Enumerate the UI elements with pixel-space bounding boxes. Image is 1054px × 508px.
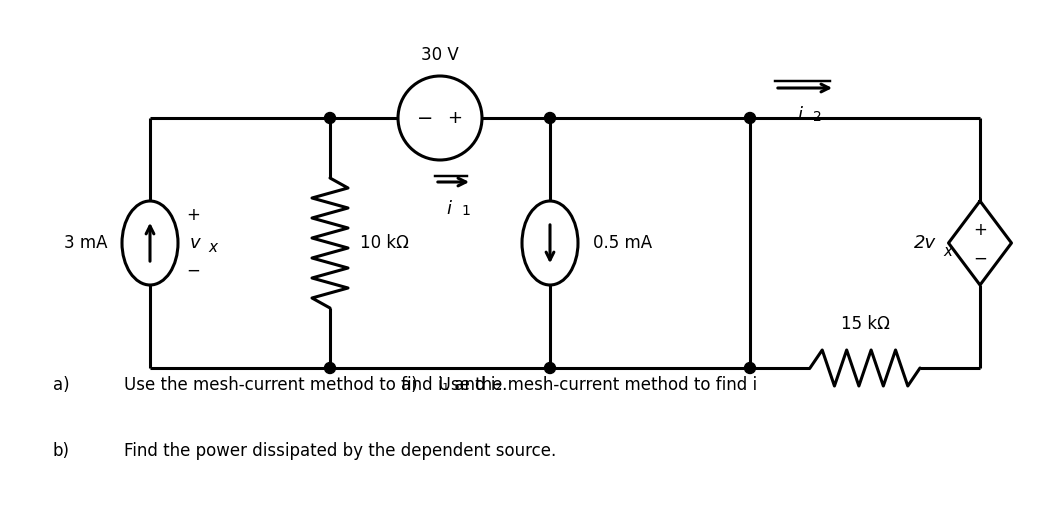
Text: +: +: [973, 220, 987, 239]
Circle shape: [545, 112, 555, 123]
Polygon shape: [949, 201, 1012, 285]
Text: b): b): [53, 442, 70, 460]
Text: Find the power dissipated by the dependent source.: Find the power dissipated by the depende…: [124, 442, 557, 460]
Text: a)    Use the mesh-current method to find i: a) Use the mesh-current method to find i: [401, 376, 757, 394]
Circle shape: [325, 112, 335, 123]
Text: +: +: [186, 206, 200, 224]
Text: 10 kΩ: 10 kΩ: [360, 234, 409, 252]
Text: −: −: [973, 250, 987, 268]
Text: x: x: [208, 240, 217, 256]
Text: a): a): [53, 376, 70, 394]
Text: +: +: [447, 109, 463, 127]
Ellipse shape: [522, 201, 578, 285]
Circle shape: [744, 363, 756, 373]
Circle shape: [398, 76, 482, 160]
Text: 0.5 mA: 0.5 mA: [593, 234, 652, 252]
Text: 1: 1: [461, 204, 470, 218]
Text: −: −: [186, 262, 200, 280]
Text: x: x: [943, 243, 953, 259]
Text: 3 mA: 3 mA: [63, 234, 108, 252]
Text: 30 V: 30 V: [422, 46, 458, 64]
Text: 2: 2: [813, 110, 821, 124]
Circle shape: [545, 363, 555, 373]
Text: i: i: [798, 106, 802, 124]
Text: Use the mesh-current method to find i₁ and i₂.: Use the mesh-current method to find i₁ a…: [124, 376, 508, 394]
Circle shape: [744, 112, 756, 123]
Ellipse shape: [122, 201, 178, 285]
Text: i: i: [446, 200, 451, 218]
Text: −: −: [417, 109, 433, 128]
Text: 2v: 2v: [915, 234, 937, 252]
Text: 15 kΩ: 15 kΩ: [840, 315, 890, 333]
Circle shape: [325, 363, 335, 373]
Text: v: v: [190, 234, 200, 252]
